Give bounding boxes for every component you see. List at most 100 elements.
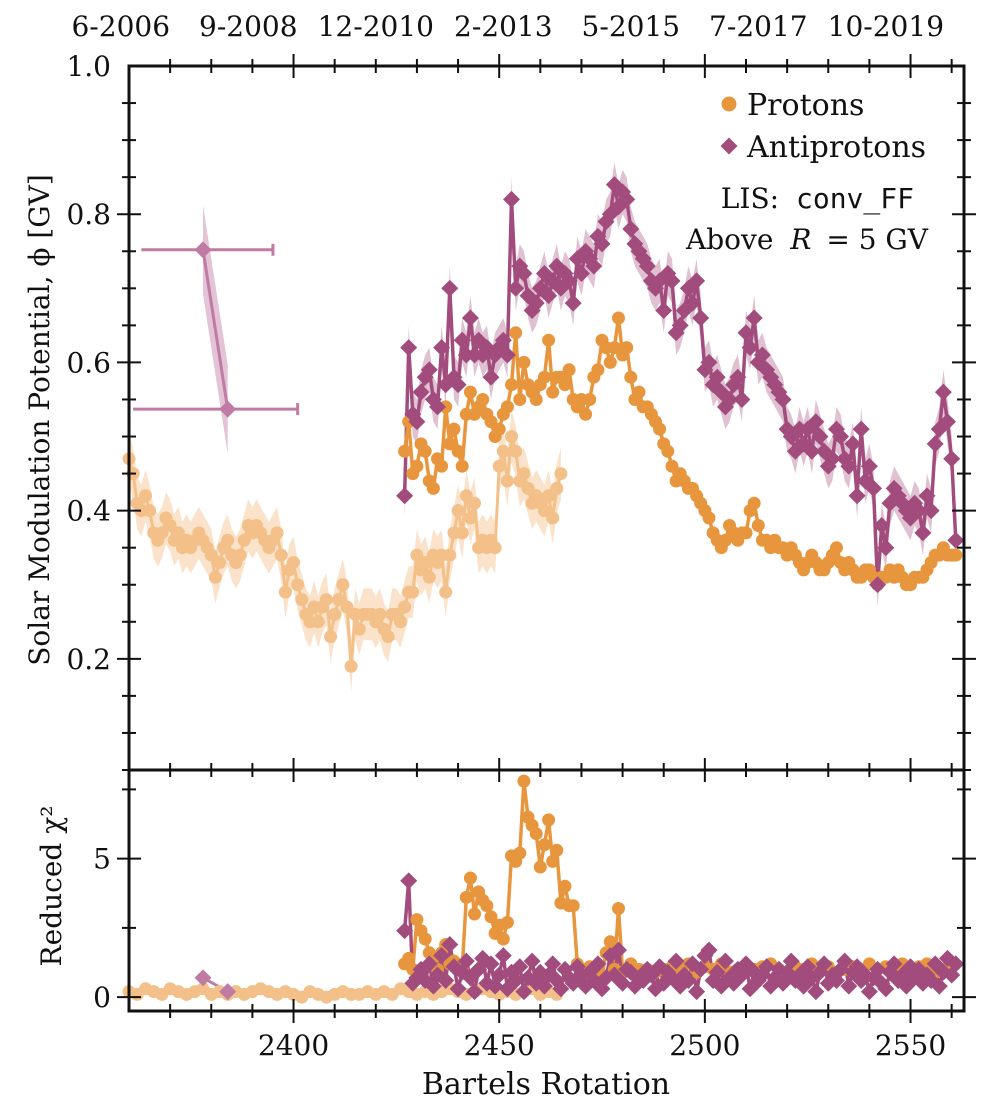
proton-point [751, 519, 765, 532]
proton-early-point [319, 593, 333, 607]
chi2-proton-point [402, 951, 416, 965]
antiproton-point [498, 346, 516, 364]
antiproton-point [811, 428, 829, 445]
chi2-antiproton-point [869, 960, 887, 978]
proton-point [505, 378, 518, 392]
proton-point [542, 333, 556, 347]
proton-point [620, 341, 634, 355]
antiproton-point [934, 383, 952, 401]
top-y-tick-label: 0.4 [66, 495, 111, 528]
antiproton-early-point [219, 400, 237, 418]
annotation-rigidity-var: R [789, 223, 811, 256]
antiproton-point [638, 257, 656, 275]
chi2-proton-point [500, 915, 514, 929]
chi2-proton-point [529, 827, 543, 841]
chi2-antiproton-point [885, 955, 903, 973]
chi2-antiproton-point [589, 955, 607, 973]
antiproton-point [560, 272, 578, 290]
proton-early-point [398, 600, 412, 614]
chi2-proton-point [484, 910, 498, 924]
antiproton-point [408, 413, 426, 431]
top-y-tick-label: 1.0 [66, 50, 111, 83]
antiproton-point [622, 220, 640, 238]
antiproton-point [918, 487, 936, 505]
proton-point [653, 422, 667, 436]
proton-early-point [163, 519, 177, 532]
antiproton-point [433, 339, 451, 357]
proton-point [509, 326, 523, 340]
antiproton-point [873, 517, 891, 534]
proton-early-point [295, 593, 309, 607]
chi2-antiproton-point [614, 974, 632, 992]
antiproton-point [449, 376, 467, 394]
proton-early-point [208, 570, 222, 584]
proton-early-point [546, 511, 560, 525]
chi2-antiproton-point [482, 955, 500, 973]
antiproton-point [412, 383, 430, 401]
proton-early-point [233, 548, 247, 562]
antiproton-point [807, 413, 825, 431]
proton-point [591, 363, 605, 377]
x-tick-label: 2500 [669, 1029, 740, 1062]
chi2-antiproton-point [947, 955, 965, 973]
chi2-antiproton-point [523, 952, 541, 970]
chi2-antiproton-point [860, 983, 878, 1001]
antiproton-point [947, 531, 965, 549]
chi2-antiproton-point [544, 955, 562, 973]
proton-early-point [537, 504, 551, 518]
chi2-antiproton-point [836, 952, 854, 970]
proton-point [410, 459, 424, 473]
chi2-proton-point [480, 899, 494, 913]
proton-early-point [328, 607, 342, 621]
proton-early-point [336, 578, 350, 592]
proton-early-point [344, 659, 358, 673]
top-date-label: 12-2010 [318, 10, 434, 43]
proton-early-point [505, 430, 518, 443]
top-date-label: 2-2013 [454, 10, 553, 43]
chi2-antiproton-point [490, 966, 508, 984]
antiproton-point [803, 442, 821, 460]
top-date-label: 5-2015 [582, 10, 681, 43]
chi2-proton-line [403, 779, 953, 980]
proton-early-point [468, 496, 481, 510]
proton-point [739, 526, 753, 540]
antiproton-point [494, 331, 512, 349]
proton-early-point [287, 556, 300, 569]
proton-point [426, 481, 440, 495]
chi2-antiproton-point [511, 958, 529, 976]
series-markers [122, 176, 965, 1004]
proton-point [583, 393, 597, 406]
chi2-antiproton-point [420, 955, 438, 973]
antiproton-point [877, 539, 895, 557]
top-date-label: 10-2019 [828, 10, 944, 43]
antiproton-point [865, 479, 882, 497]
chi2-antiproton-point [708, 963, 726, 981]
annotation-lis-code: conv_FF [796, 182, 914, 216]
antiproton-point [507, 279, 525, 297]
antiproton-point [926, 435, 944, 453]
legend-antiprotons-label: Antiprotons [746, 130, 926, 165]
proton-point [702, 511, 716, 525]
x-tick-label: 2400 [258, 1029, 329, 1062]
x-tick-label: 2450 [464, 1029, 535, 1062]
antiproton-point [540, 287, 558, 305]
top-y-tick-label: 0.8 [66, 198, 111, 231]
antiproton-point [515, 265, 533, 282]
antiproton-point [848, 487, 866, 505]
chi2-antiproton-point [396, 922, 414, 940]
chi2-antiproton-point [507, 972, 525, 989]
legend-protons-marker [721, 96, 737, 112]
bottom-panel-frame [127, 768, 966, 1013]
chi2-antiproton-point [441, 936, 459, 953]
proton-point [500, 400, 514, 414]
proton-early-point [274, 548, 288, 562]
antiproton-point [733, 391, 751, 408]
proton-early-point [463, 511, 477, 525]
proton-early-point [554, 467, 568, 481]
chi2-proton-point [513, 846, 527, 860]
top-date-label: 9-2008 [199, 10, 298, 43]
chi2-antiproton-point [700, 941, 718, 959]
antiproton-point [910, 502, 928, 520]
antiproton-point [852, 420, 870, 438]
